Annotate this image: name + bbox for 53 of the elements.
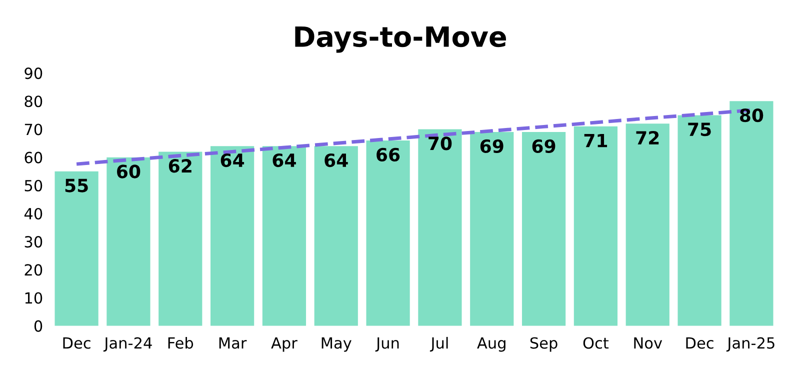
y-tick-label: 90	[24, 68, 42, 80]
x-tick-label: Sep	[530, 337, 558, 352]
x-tick-label: Jun	[375, 337, 399, 352]
bar	[522, 132, 566, 326]
data-label: 70	[428, 136, 452, 150]
y-tick-label: 80	[24, 96, 42, 108]
bar	[54, 171, 98, 326]
y-tick-label: 0	[34, 320, 42, 332]
data-label: 72	[636, 130, 659, 144]
bar	[366, 140, 410, 326]
bar	[106, 157, 150, 326]
x-tick-label: Dec	[686, 337, 714, 349]
y-tick-label: 60	[24, 152, 42, 164]
chart-title: Days-to-Move	[295, 26, 506, 53]
y-tick-label: 10	[25, 292, 42, 304]
data-label: 64	[324, 153, 348, 168]
x-tick-label: Oct	[583, 337, 609, 349]
data-label: 60	[117, 164, 140, 178]
y-tick-label: 30	[24, 236, 42, 248]
y-tick-label: 40	[24, 208, 42, 220]
bar	[262, 146, 306, 326]
x-tick-label: Feb	[168, 336, 194, 349]
data-label: 64	[220, 153, 244, 168]
data-label: 66	[376, 148, 400, 162]
data-label: 62	[168, 159, 192, 173]
y-tick-label: 70	[24, 124, 42, 136]
x-tick-label: Jan-24	[103, 337, 152, 352]
x-tick-label: Aug	[477, 337, 506, 352]
y-tick-label: 20	[24, 264, 42, 276]
x-tick-label: Jul	[430, 336, 448, 352]
bar	[574, 126, 618, 326]
x-tick-label: Nov	[634, 337, 662, 349]
bar	[418, 129, 462, 326]
bar	[678, 115, 722, 326]
x-tick-label: Jan-25	[726, 337, 774, 352]
data-label: 69	[480, 139, 504, 154]
x-tick-label: May	[322, 337, 352, 352]
bar	[314, 146, 358, 326]
data-label: 55	[65, 178, 88, 192]
data-label: 80	[740, 108, 764, 122]
x-tick-label: Dec	[63, 337, 90, 349]
x-tick-label: Apr	[271, 337, 298, 352]
data-label: 69	[532, 139, 556, 154]
y-tick-label: 50	[24, 180, 42, 192]
bar	[626, 124, 670, 326]
data-label: 75	[688, 122, 711, 136]
bar	[158, 152, 202, 326]
bar	[730, 101, 774, 326]
data-label: 71	[584, 134, 608, 148]
bar	[470, 132, 514, 326]
x-tick-label: Mar	[219, 337, 247, 349]
bar	[210, 146, 254, 326]
data-label: 64	[272, 153, 296, 168]
